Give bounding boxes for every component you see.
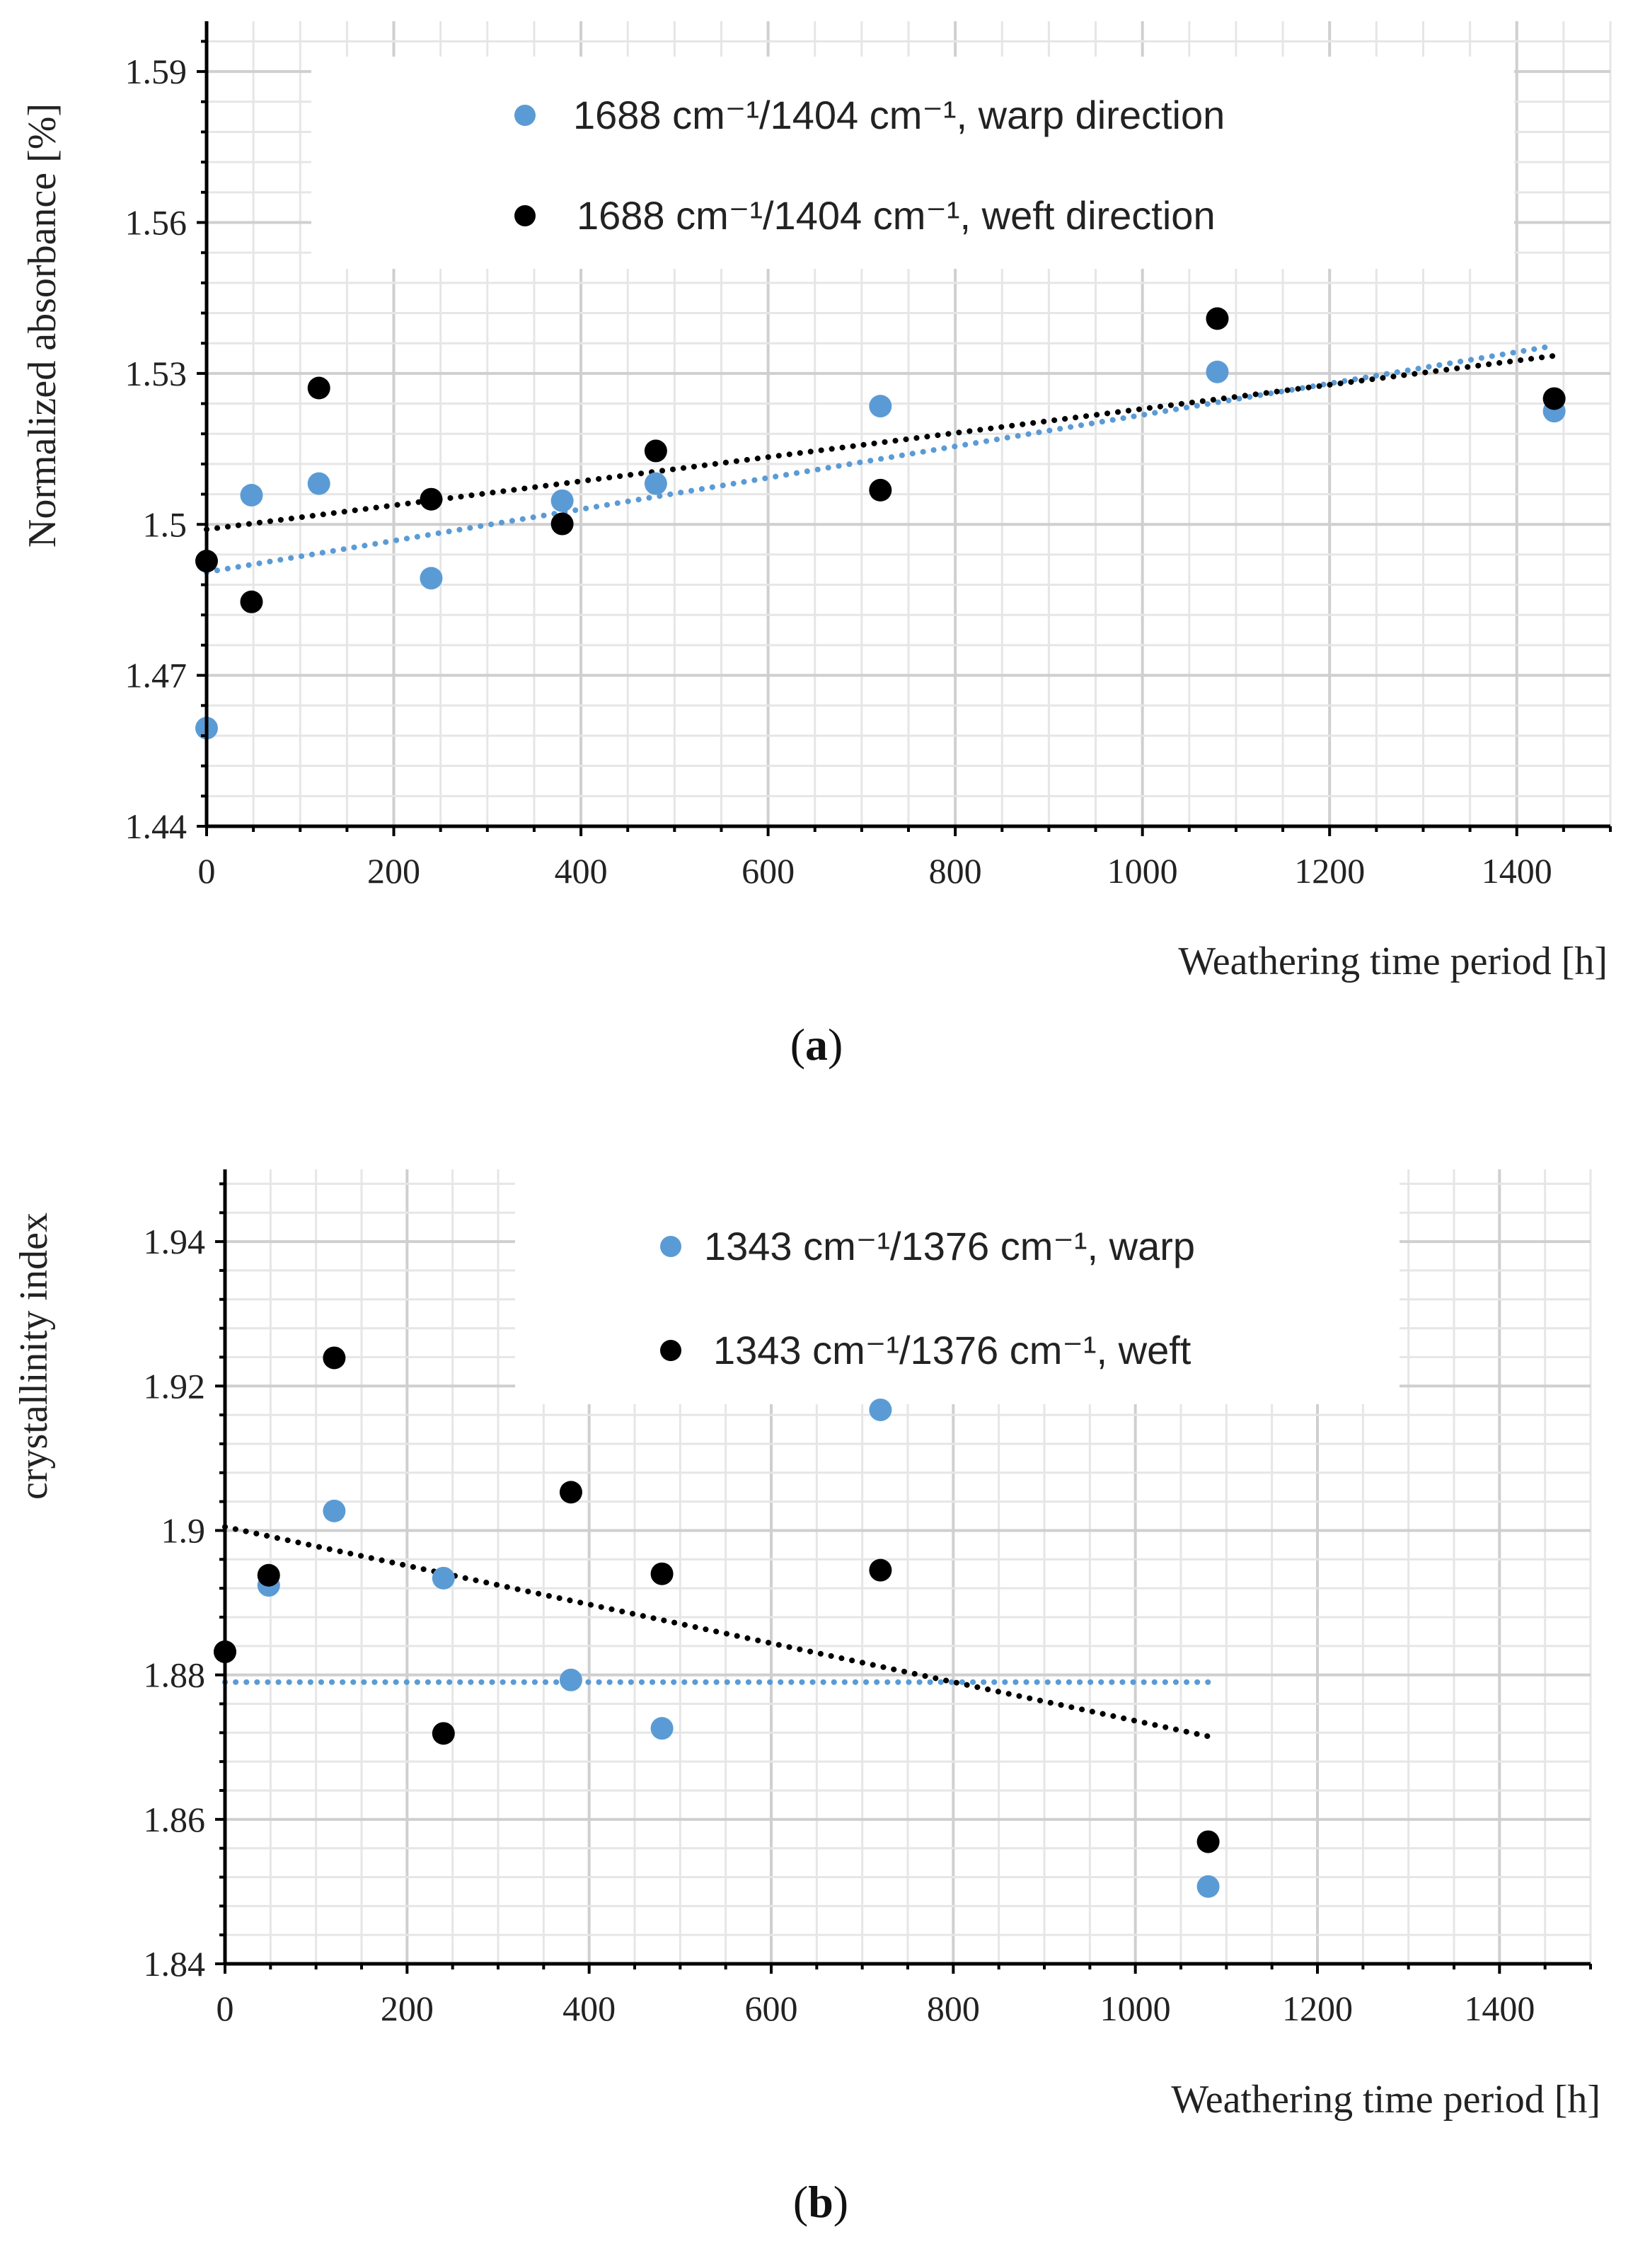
point-weft [869,1558,892,1582]
point-warp [650,1717,674,1740]
caption-suffix: ) [833,2177,848,2227]
chart-b-points [214,1346,1220,1898]
point-weft [240,590,263,613]
y-tick-label: 1.56 [125,203,187,243]
point-warp [323,1499,346,1522]
point-weft [323,1346,346,1370]
x-tick-label: 1000 [1107,851,1178,891]
trendline-weft [222,1524,1211,1740]
caption-prefix: ( [790,1019,805,1070]
chart-a-legend-label-weft: 1688 cm⁻¹/1404 cm⁻¹, weft direction [577,193,1216,238]
point-warp [1206,360,1229,383]
chart-b: 1343 cm⁻¹/1376 cm⁻¹, warp 1343 cm⁻¹/1376… [12,1160,1600,2227]
point-warp [1196,1875,1220,1898]
x-tick-label: 800 [927,1989,980,2028]
y-tick-label: 1.47 [125,656,187,695]
point-warp [644,472,667,495]
x-tick-label: 800 [929,851,982,891]
chart-b-legend: 1343 cm⁻¹/1376 cm⁻¹, warp 1343 cm⁻¹/1376… [515,1160,1400,1404]
point-weft [307,376,330,400]
chart-a-axes [197,21,1612,836]
chart-b-tick-labels: 1.84 1.86 1.88 1.9 1.92 1.94 0 200 400 600 800 1000… [144,1222,1535,2028]
x-tick-label: 400 [562,1989,616,2028]
x-tick-label: 200 [381,1989,434,2028]
x-tick-label: 1400 [1464,1989,1535,2028]
x-tick-label: 400 [555,851,608,891]
chart-a-x-axis-title: Weathering time period [h] [1178,939,1608,983]
chart-a-tick-labels: 1.44 1.47 1.5 1.53 1.56 1.59 0 200 400 600 800 1000… [125,52,1552,891]
point-weft [550,512,574,536]
x-tick-label: 1200 [1294,851,1365,891]
point-weft [869,478,892,502]
point-weft [1542,387,1566,410]
x-tick-label: 1400 [1482,851,1552,891]
caption-label: a [805,1019,828,1070]
x-tick-label: 600 [745,1989,798,2028]
x-tick-label: 1200 [1282,1989,1353,2028]
y-tick-label: 1.86 [144,1800,206,1839]
chart-b-legend-label-warp: 1343 cm⁻¹/1376 cm⁻¹, warp [704,1224,1195,1268]
x-tick-label: 0 [198,851,216,891]
caption-label: b [808,2177,833,2227]
chart-b-legend-marker-warp [660,1236,681,1257]
point-weft [257,1563,280,1587]
chart-a-legend: 1688 cm⁻¹/1404 cm⁻¹, warp direction 1688… [311,57,1514,269]
point-weft [559,1481,582,1504]
x-tick-label: 200 [367,851,420,891]
point-warp [559,1668,582,1691]
caption-suffix: ) [828,1019,843,1070]
chart-b-y-axis-title: crystallinity index [12,1213,56,1500]
chart-b-axes [215,1169,1592,1974]
chart-a-legend-marker-weft [514,205,536,226]
x-tick-label: 600 [742,851,795,891]
chart-a-caption: (a) [790,1019,843,1070]
y-tick-label: 1.5 [143,504,187,544]
chart-b-legend-background [515,1160,1400,1404]
point-warp [869,395,892,418]
chart-a-y-axis-title: Normalized absorbance [%] [21,103,64,548]
point-weft [420,487,443,511]
chart-b-trendlines [222,1524,1211,1740]
chart-a: 1688 cm⁻¹/1404 cm⁻¹, warp direction 1688… [21,21,1612,1070]
y-tick-label: 1.94 [144,1222,206,1261]
point-weft [432,1722,455,1745]
trendline-warp [204,342,1557,575]
y-tick-label: 1.9 [161,1510,206,1550]
point-warp [432,1566,455,1590]
point-weft [1196,1830,1220,1853]
chart-b-legend-marker-weft [660,1340,681,1361]
point-warp [420,567,443,590]
point-warp [307,472,330,495]
y-tick-label: 1.88 [144,1655,206,1695]
point-warp [240,483,263,507]
y-tick-label: 1.59 [125,52,187,91]
point-weft [1206,307,1229,330]
y-tick-label: 1.92 [144,1366,206,1406]
point-weft [644,439,667,463]
x-tick-label: 1000 [1100,1989,1171,2028]
point-weft [650,1562,674,1585]
y-tick-label: 1.84 [144,1944,206,1984]
chart-a-legend-label-warp: 1688 cm⁻¹/1404 cm⁻¹, warp direction [573,93,1225,137]
point-warp [550,489,574,512]
caption-prefix: ( [793,2177,808,2227]
chart-a-legend-background [311,57,1514,269]
chart-b-x-axis-title: Weathering time period [h] [1171,2078,1600,2122]
chart-b-legend-label-weft: 1343 cm⁻¹/1376 cm⁻¹, weft [713,1328,1191,1372]
point-warp [869,1398,892,1421]
chart-b-caption: (b) [793,2177,848,2227]
y-tick-label: 1.44 [125,806,187,846]
y-tick-label: 1.53 [125,354,187,393]
x-tick-label: 0 [217,1989,234,2028]
chart-a-legend-marker-warp [514,105,536,126]
